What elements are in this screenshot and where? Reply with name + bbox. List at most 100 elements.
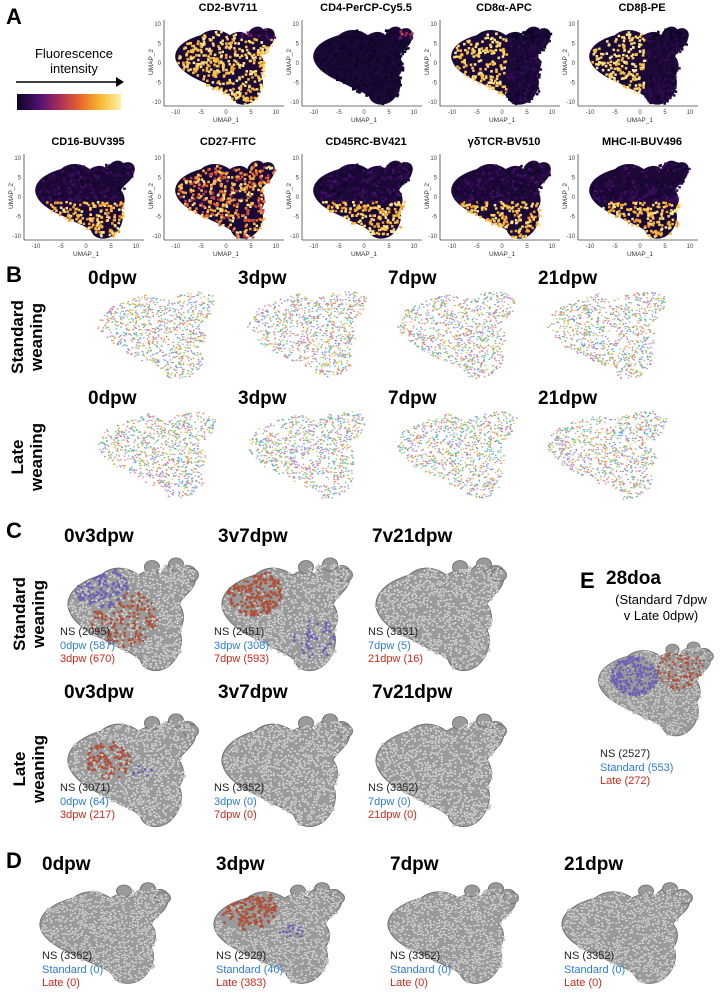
da-umap-plot xyxy=(39,882,171,984)
x-tick-label: 0 xyxy=(224,110,228,116)
red-count: Late (383) xyxy=(216,977,283,991)
blue-count: Standard (553) xyxy=(600,762,673,776)
umap-feature-plot: 10 5 0 -5 -10 -10 -5 0 5 10 UMAP_1 UMAP_2 xyxy=(286,154,422,258)
marker-title: γδTCR-BV510 xyxy=(444,136,564,148)
marker-plot: CD8α-APC 10 5 0 -5 -10 -10 -5 0 5 10 UMAP_1 UMAP_2 xyxy=(424,2,574,126)
x-tick-label: 10 xyxy=(411,110,418,116)
da-umap-plot xyxy=(67,557,199,672)
x-tick-label: -5 xyxy=(612,244,618,250)
timepoint-label: 0dpw xyxy=(88,268,137,290)
y-axis-label: UMAP_2 xyxy=(286,183,293,209)
da-counts: NS (3331) 7dpw (5) 21dpw (16) xyxy=(368,626,423,667)
y-tick-label: -5 xyxy=(432,215,438,221)
x-tick-label: 5 xyxy=(249,244,253,250)
y-tick-label: -10 xyxy=(428,234,437,240)
blue-count: Standard (0) xyxy=(564,964,625,978)
y-tick-label: 5 xyxy=(572,176,576,182)
y-tick-label: -5 xyxy=(156,81,162,87)
y-tick-label: 5 xyxy=(296,176,300,182)
x-tick-label: 10 xyxy=(549,244,556,250)
da-umap-plot xyxy=(375,557,507,672)
marker-plot: CD8β-PE 10 5 0 -5 -10 -10 -5 0 5 10 UMAP_1 UMAP_2 xyxy=(562,2,712,126)
red-count: 7dpw (0) xyxy=(214,809,264,823)
y-tick-label: 0 xyxy=(158,61,162,67)
umap-feature-plot: 10 5 0 -5 -10 -10 -5 0 5 10 UMAP_1 UMAP_2 xyxy=(286,20,422,124)
blue-count: 3dpw (308) xyxy=(214,640,269,654)
y-tick-label: 5 xyxy=(434,42,438,48)
y-axis-label: UMAP_2 xyxy=(286,49,293,75)
marker-title: CD4-PerCP-Cy5.5 xyxy=(306,2,426,14)
timepoint-title: 3dpw xyxy=(216,854,265,876)
y-tick-label: 0 xyxy=(158,195,162,201)
umap-shape xyxy=(35,160,135,239)
da-counts: NS (3352) Standard (0) Late (0) xyxy=(390,950,451,991)
x-tick-label: -10 xyxy=(448,244,457,250)
y-tick-label: -10 xyxy=(566,234,575,240)
panel-b-row-label-standard: Standard weaning xyxy=(8,292,46,382)
comparison-title: 3v7dpw xyxy=(218,682,288,704)
y-axis-label: UMAP_2 xyxy=(424,183,431,209)
marker-plot: CD16-BUV395 10 5 0 -5 -10 -10 -5 0 5 10 UMAP_1 UMAP_… xyxy=(8,136,158,260)
marker-title: CD8β-PE xyxy=(582,2,702,14)
panel-b-letter: B xyxy=(6,262,22,288)
x-tick-label: 0 xyxy=(638,110,642,116)
da-counts: NS (3352) Standard (0) Late (0) xyxy=(42,950,103,991)
umap-feature-plot: 10 5 0 -5 -10 -10 -5 0 5 10 UMAP_1 UMAP_2 xyxy=(562,20,698,124)
x-tick-label: -5 xyxy=(474,244,480,250)
x-tick-label: 10 xyxy=(273,110,280,116)
x-tick-label: 10 xyxy=(549,110,556,116)
ns-count: NS (2095) xyxy=(60,626,115,640)
ns-count: NS (3331) xyxy=(368,626,423,640)
cluster-umap-plot: 21dpw xyxy=(536,388,686,508)
cluster-scatter xyxy=(547,410,668,500)
cluster-scatter xyxy=(97,291,215,379)
y-tick-label: 5 xyxy=(158,42,162,48)
timepoint-label: 7dpw xyxy=(388,268,437,290)
x-axis-label: UMAP_1 xyxy=(213,251,239,258)
row-label-line2: weaning xyxy=(27,412,46,502)
cluster-umap-plot: 7dpw xyxy=(386,268,536,388)
ns-count: NS (3352) xyxy=(564,950,625,964)
marker-plot: CD27-FITC 10 5 0 -5 -10 -10 -5 0 5 10 UMAP_1 UMAP_2 xyxy=(148,136,298,260)
y-tick-label: 5 xyxy=(296,42,300,48)
da-umap-plot xyxy=(67,713,199,828)
y-tick-label: 10 xyxy=(154,22,161,28)
umap-feature-plot: 10 5 0 -5 -10 -10 -5 0 5 10 UMAP_1 UMAP_2 xyxy=(148,20,284,124)
blue-count: 0dpw (587) xyxy=(60,640,115,654)
red-count: Late (272) xyxy=(600,775,673,789)
x-axis-label: UMAP_1 xyxy=(627,117,653,124)
panel-c-letter: C xyxy=(6,518,22,544)
x-tick-label: 10 xyxy=(687,244,694,250)
timepoint-label: 21dpw xyxy=(538,268,597,290)
row-label-line2: weaning xyxy=(29,724,48,814)
y-tick-label: -10 xyxy=(12,234,21,240)
x-tick-label: 5 xyxy=(525,110,529,116)
x-tick-label: 0 xyxy=(500,110,504,116)
y-tick-label: -5 xyxy=(16,215,22,221)
y-tick-label: -10 xyxy=(290,100,299,106)
comparison-title: 3v7dpw xyxy=(218,526,288,548)
x-axis-label: UMAP_1 xyxy=(351,117,377,124)
ns-count: NS (2929) xyxy=(216,950,283,964)
x-tick-label: 5 xyxy=(249,110,253,116)
x-tick-label: 0 xyxy=(84,244,88,250)
row-label-line1: Late xyxy=(10,724,29,814)
x-tick-label: 10 xyxy=(411,244,418,250)
x-tick-label: -10 xyxy=(32,244,41,250)
da-umap-plot xyxy=(213,882,345,984)
comparison-title: 7v21dpw xyxy=(372,526,452,548)
cluster-scatter xyxy=(397,291,516,380)
timepoint-label: 3dpw xyxy=(238,268,287,290)
blue-count: Standard (0) xyxy=(390,964,451,978)
x-axis-label: UMAP_1 xyxy=(73,251,99,258)
y-tick-label: -5 xyxy=(570,81,576,87)
panel-e-counts: NS (2527) Standard (553) Late (272) xyxy=(600,748,673,789)
cluster-umap-plot: 3dpw xyxy=(236,268,386,388)
y-tick-label: -10 xyxy=(152,234,161,240)
x-tick-label: 5 xyxy=(525,244,529,250)
blue-count: 7dpw (0) xyxy=(368,796,418,810)
x-tick-label: -5 xyxy=(474,110,480,116)
marker-plot: γδTCR-BV510 10 5 0 -5 -10 -10 -5 0 5 10 UMAP_1 UMAP_… xyxy=(424,136,574,260)
y-tick-label: 0 xyxy=(434,61,438,67)
x-tick-label: 0 xyxy=(224,244,228,250)
